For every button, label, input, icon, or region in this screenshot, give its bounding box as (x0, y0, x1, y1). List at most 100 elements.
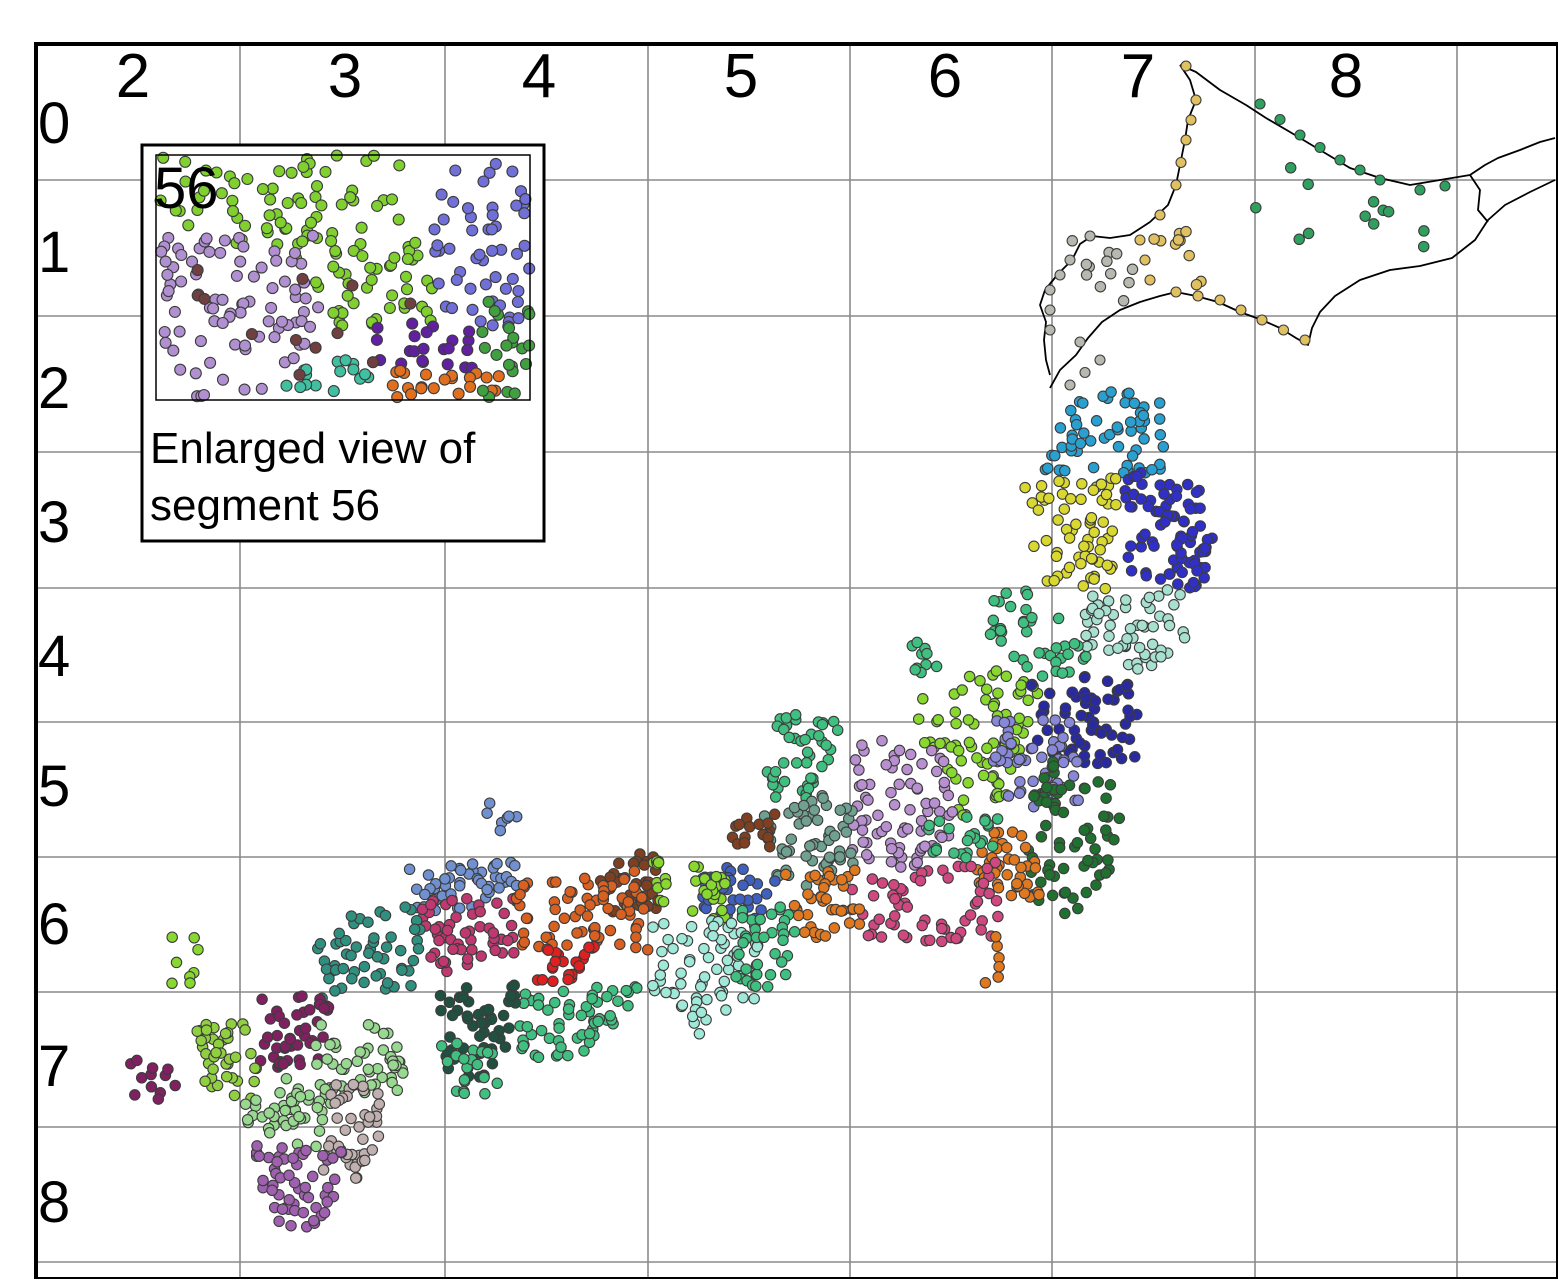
inset-lavender-point (216, 373, 230, 386)
chugoku-teal-point (345, 910, 358, 922)
kinki-teal-point (780, 846, 793, 858)
chugoku-rose-point (461, 953, 474, 965)
kanto-darkgreen-point (1040, 819, 1052, 832)
chubu-pink-point (977, 877, 990, 890)
tohoku-green-point (1056, 667, 1069, 679)
shikoku-red-point (542, 944, 555, 956)
chugoku-teal-point (394, 944, 407, 957)
chugoku-teal-point (340, 934, 352, 947)
inset-purple-point (370, 333, 383, 346)
inset-lavender-point (268, 331, 281, 344)
hokuriku-green-point (799, 733, 811, 746)
chugoku-teal-point (412, 943, 425, 955)
tohoku-mint-point (1178, 632, 1191, 644)
chugoku-rose-point (459, 927, 472, 939)
tsushima-island-point (192, 943, 204, 956)
kinki-mint-point (698, 942, 710, 955)
inset-lavender-point (155, 245, 168, 258)
kyushu-purple-point (302, 1191, 315, 1204)
kanto-periwinkle-point (1057, 756, 1070, 769)
chugoku-rose-point (450, 911, 462, 923)
chugoku-teal-point (358, 976, 370, 989)
tohoku-yellow-point (1088, 526, 1100, 539)
kinki-brown-point (762, 831, 774, 844)
inset-lime-point (179, 155, 192, 168)
tohoku-north-point (1065, 404, 1077, 417)
chugoku-teal-point (408, 923, 421, 936)
shikoku-green-point (532, 1051, 545, 1064)
tohoku-green-point (988, 595, 1000, 607)
chubu-orange-point (1011, 877, 1023, 890)
kanto-periwinkle-point (1005, 737, 1017, 750)
kyushu-lime-point (248, 1075, 260, 1088)
kinki-orange-point (809, 869, 821, 882)
inset-purple-point (416, 354, 429, 367)
inset-lime-point (274, 216, 287, 229)
kyushu-lightgreen-south-point (263, 1127, 276, 1139)
shikoku-dark-point (499, 1041, 512, 1053)
chugoku-rose-point (502, 934, 514, 947)
shikoku-green-point (592, 1015, 604, 1028)
chugoku-teal-point (396, 964, 408, 976)
chubu-lavender-point (930, 765, 943, 778)
kanto-darkgreen-point (1090, 879, 1102, 891)
tohoku-north-point (1077, 397, 1089, 409)
chubu-lime-point (980, 683, 993, 695)
kinki-mint-point (701, 993, 713, 1006)
tohoku-mint-point (1080, 629, 1092, 642)
inset-purple-point (417, 342, 430, 355)
chubu-lavender-point (857, 836, 869, 848)
inset-lime-point (179, 175, 192, 188)
chubu-lime-point (963, 670, 976, 683)
kinki-teal-point (797, 799, 810, 812)
kinki-mint-point (657, 959, 670, 972)
inset-blue-point (506, 272, 519, 285)
tohoku-yellow-point (1099, 582, 1112, 595)
hokuriku-green-point (783, 731, 795, 744)
inset-lavender-point (255, 261, 268, 274)
kinki-green-point (779, 968, 792, 981)
shikoku-south-point (458, 1087, 471, 1100)
chugoku-orange-point (630, 941, 642, 954)
chugoku-orange-point (571, 927, 583, 939)
inset-lime-point (355, 221, 368, 234)
tohoku-north-point (1153, 413, 1166, 425)
chubu-lavender-point (860, 849, 873, 861)
kanto-darkgreen-point (1100, 867, 1112, 879)
kinki-mint-point (676, 932, 688, 945)
hokuriku-green-point (816, 760, 828, 773)
kinki-mint-point (675, 978, 687, 990)
kyushu-lightgreen-point (340, 1057, 353, 1070)
chubu-lavender-point (853, 764, 865, 776)
kinki-orange-point (779, 868, 792, 881)
chubu-lavender-point (901, 763, 913, 776)
tohoku-north-point (1126, 450, 1139, 462)
inset-blue-point (483, 166, 496, 179)
inset-lavender-point (275, 315, 289, 328)
kyushu-purple-point (285, 1219, 297, 1232)
chubu-lavender-point (911, 782, 923, 794)
tohoku-green-point (995, 635, 1007, 647)
inset-lavender-point (265, 301, 278, 314)
tohoku-yellow-point (1097, 516, 1109, 528)
chugoku-teal-point (368, 932, 380, 944)
inset-caption-line1: Enlarged view of (150, 424, 476, 473)
kanto-darkgreen-point (1089, 843, 1101, 855)
inset-teal-point (347, 363, 360, 376)
kinki-mint-point (748, 992, 760, 1005)
hokkaido-central-point (1180, 225, 1192, 238)
inset-lime-point (367, 149, 380, 162)
chugoku-teal-point (350, 941, 363, 953)
inset-orange-point (427, 382, 440, 395)
tohoku-blue-point (1194, 502, 1206, 514)
inset-lavender-point (189, 367, 202, 380)
inset-lime-center-point (329, 245, 342, 258)
kanto-darkgreen-point (1082, 854, 1094, 867)
tohoku-blue-point (1131, 470, 1143, 483)
hokkaido-central-point (1299, 334, 1311, 346)
chubu-lime-point (977, 769, 990, 782)
kyushu-lightgreen-point (391, 1041, 403, 1053)
tohoku-yellow-point (1101, 559, 1114, 572)
hokuriku-green-point (831, 724, 844, 736)
tohoku-north-point (1070, 418, 1083, 431)
